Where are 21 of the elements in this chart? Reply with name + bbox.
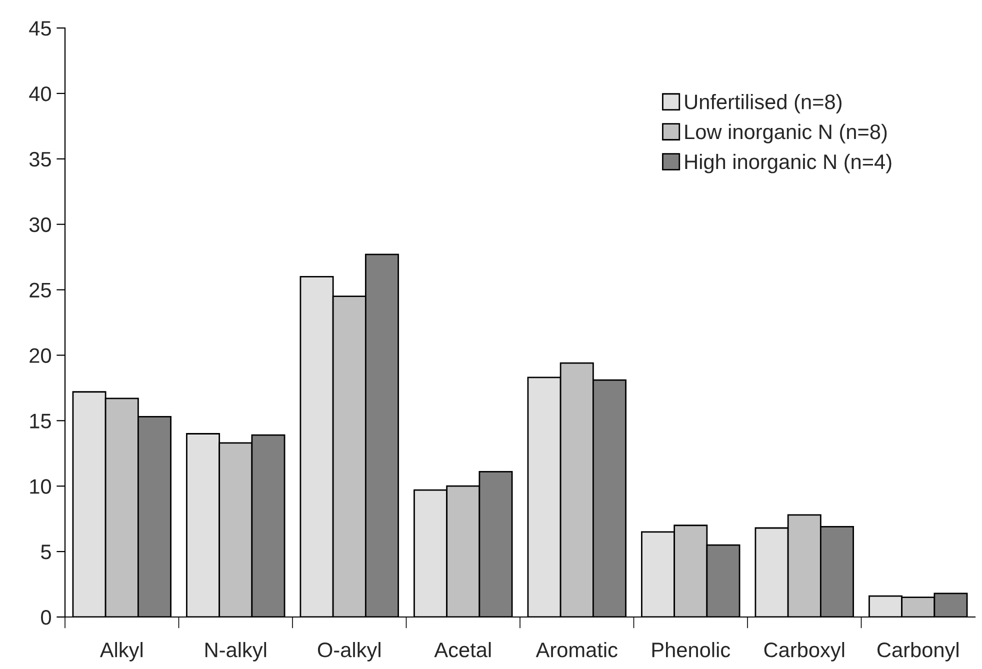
x-tick-label: Alkyl (100, 642, 142, 662)
legend-label: Low inorganic N (n=8) (685, 124, 887, 144)
x-tick-label: Carbonyl (878, 642, 958, 662)
x-tick-label: N-alkyl (206, 642, 266, 662)
x-tick-label: Acetal (434, 642, 491, 658)
legend-label: High inorganic N (n=4) (685, 154, 892, 174)
x-tick-label: Aromatic (536, 642, 618, 658)
y-tick-label: 15 (30, 414, 51, 428)
y-tick-label: 35 (29, 152, 51, 167)
legend-label: Unfertilised (n=8) (685, 94, 842, 114)
y-tick-label: 25 (30, 282, 51, 298)
y-tick-label: 40 (29, 86, 51, 102)
y-tick-label: 10 (30, 479, 51, 494)
x-tick-label: O-alkyl (318, 642, 380, 662)
y-tick-label: 30 (29, 217, 51, 232)
y-tick-label: 0 (41, 610, 51, 625)
x-tick-label: Carboxyl (764, 642, 844, 662)
x-tick-label: Phenolic (652, 642, 730, 658)
y-tick-label: 5 (41, 544, 51, 560)
y-tick-label: 20 (30, 348, 51, 363)
y-tick-label: 45 (29, 21, 51, 36)
